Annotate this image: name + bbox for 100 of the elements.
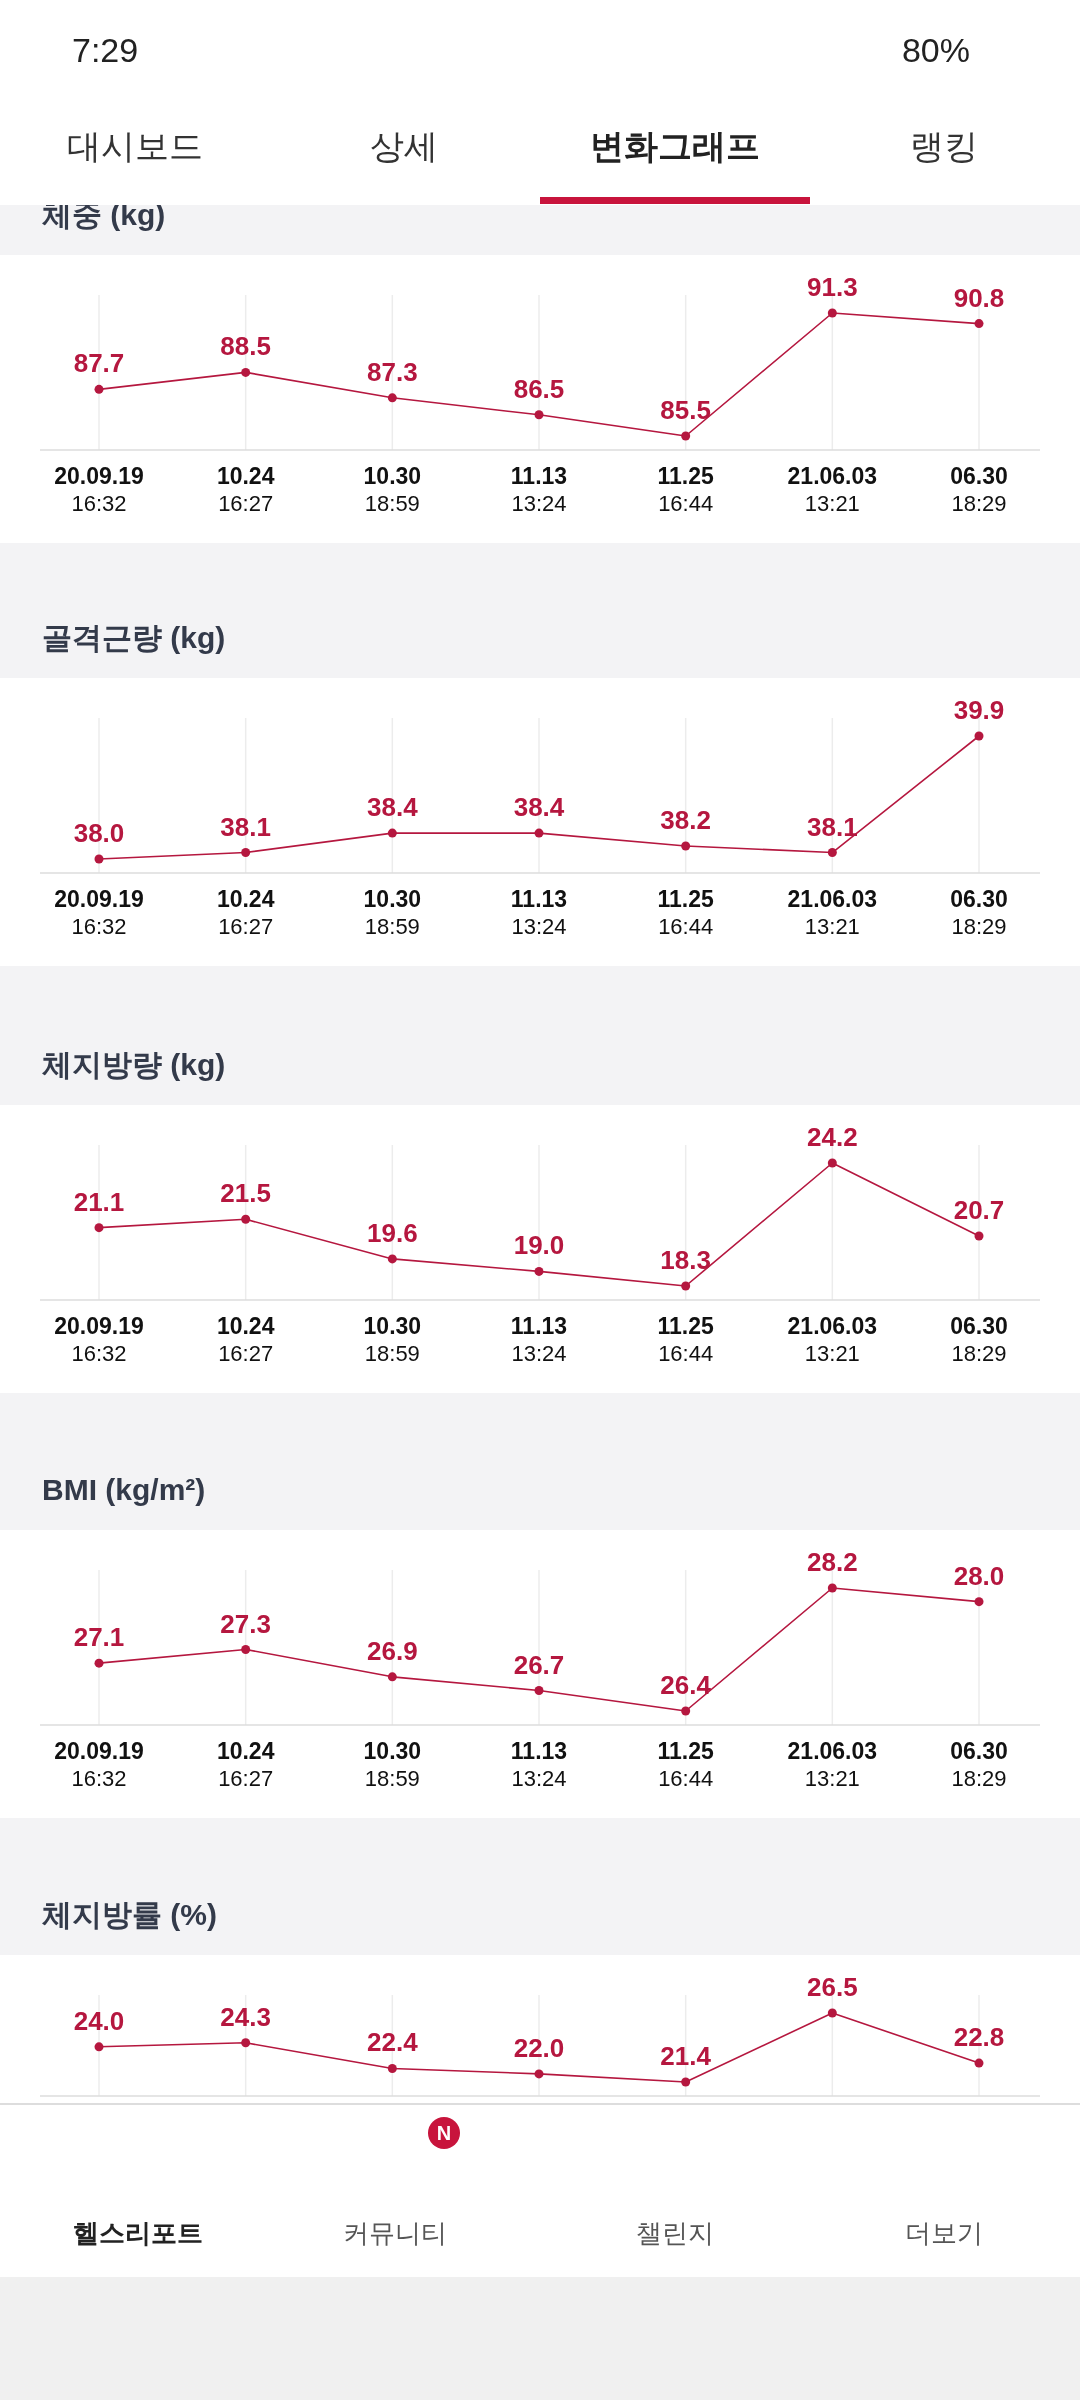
point <box>827 2008 837 2018</box>
point <box>534 1686 544 1695</box>
x-tick-label: 20.09.19 16:32 <box>54 886 144 939</box>
data-label: 22.0 <box>513 2032 565 2063</box>
point <box>94 1223 104 1233</box>
data-label: 24.0 <box>73 2005 125 2036</box>
data-label: 21.1 <box>73 1186 125 1217</box>
point <box>827 308 837 318</box>
x-tick-label: 06.30 18:29 <box>950 1313 1008 1366</box>
chart-title: BMI (kg/m²) <box>42 1473 206 1506</box>
data-label: 26.9 <box>367 1635 418 1666</box>
x-tick-label: 10.24 16:27 <box>216 1738 275 1791</box>
point <box>94 384 104 394</box>
data-label: 19.6 <box>367 1217 418 1248</box>
x-tick-label: 10.24 16:27 <box>216 886 275 939</box>
point <box>241 1645 251 1654</box>
x-tick-label: 10.24 16:27 <box>216 463 275 516</box>
text: 더보기 <box>905 2218 983 2248</box>
point <box>681 2077 691 2087</box>
point <box>974 319 984 329</box>
data-label: 86.5 <box>513 373 565 404</box>
point <box>94 2042 104 2052</box>
point <box>681 841 691 851</box>
point <box>241 848 251 858</box>
point <box>387 393 397 403</box>
data-label: 39.9 <box>953 695 1005 725</box>
x-tick-label: 21.06.03 13:21 <box>787 1738 878 1791</box>
text: 변화그래프 <box>590 127 760 165</box>
x-tick-label: 11.25 16:44 <box>657 463 715 516</box>
data-label: 20.7 <box>953 1194 1005 1225</box>
chart-title: 체지방률 (%) <box>42 1898 217 1931</box>
data-label: 87.7 <box>73 348 125 379</box>
data-label: 26.7 <box>513 1649 565 1680</box>
data-label: 24.3 <box>220 2001 271 2032</box>
x-tick-label: 10.30 18:59 <box>363 463 422 516</box>
data-label: 22.8 <box>953 2022 1005 2053</box>
point <box>681 1706 691 1716</box>
data-label: 38.4 <box>367 792 419 823</box>
x-tick-label: 10.30 18:59 <box>363 886 422 939</box>
point <box>534 2069 544 2079</box>
point <box>94 854 104 864</box>
data-label: 85.5 <box>660 395 711 425</box>
x-tick-label: 11.13 13:24 <box>510 1313 568 1366</box>
x-tick-label: 11.13 13:24 <box>510 886 568 939</box>
point <box>241 1214 251 1224</box>
text: N <box>436 2122 452 2144</box>
x-tick-label: 20.09.19 16:32 <box>54 463 144 516</box>
point <box>387 2063 397 2073</box>
point <box>534 1266 544 1276</box>
data-label: 87.3 <box>367 356 418 387</box>
point <box>534 828 544 838</box>
point <box>534 410 544 420</box>
data-label: 38.4 <box>513 792 565 823</box>
x-tick-label: 11.25 16:44 <box>657 886 715 939</box>
x-tick-label: 10.30 18:59 <box>363 1738 422 1791</box>
x-tick-label: 11.25 16:44 <box>657 1313 715 1366</box>
text: 챌린지 <box>636 2218 714 2248</box>
point <box>387 828 397 838</box>
data-label: 27.3 <box>220 1608 271 1639</box>
x-tick-label: 10.24 16:27 <box>216 1313 275 1366</box>
point <box>94 1658 104 1668</box>
x-tick-label: 11.13 13:24 <box>510 1738 568 1791</box>
data-label: 38.0 <box>73 818 125 848</box>
x-tick-label: 21.06.03 13:21 <box>787 463 878 516</box>
point <box>827 1158 837 1168</box>
point <box>387 1254 397 1264</box>
data-label: 38.2 <box>660 805 711 836</box>
point <box>681 1281 691 1291</box>
x-tick-label: 11.25 16:44 <box>657 1738 715 1791</box>
text: 80% <box>901 31 970 69</box>
x-tick-label: 21.06.03 13:21 <box>787 1313 878 1366</box>
point <box>241 2038 251 2048</box>
x-tick-label: 06.30 18:29 <box>950 463 1008 516</box>
data-label: 26.4 <box>660 1670 712 1700</box>
text: 랭킹 <box>910 127 978 165</box>
point <box>827 1583 837 1593</box>
x-tick-label: 10.30 18:59 <box>363 1313 422 1366</box>
chart-title: 골격근량 (kg) <box>42 621 226 654</box>
point <box>974 731 984 741</box>
data-label: 91.3 <box>807 272 858 302</box>
text: 7:29 <box>72 31 139 69</box>
data-label: 90.8 <box>953 282 1005 313</box>
chart-title: 체지방량 (kg) <box>42 1048 226 1081</box>
point <box>974 1597 984 1607</box>
x-tick-label: 20.09.19 16:32 <box>54 1738 144 1791</box>
point <box>974 1231 984 1241</box>
data-label: 19.0 <box>513 1230 565 1261</box>
point <box>827 848 837 858</box>
point <box>681 431 691 441</box>
data-label: 22.4 <box>367 2027 419 2058</box>
text: 헬스리포트 <box>73 2218 203 2248</box>
data-label: 26.5 <box>807 1972 858 2002</box>
point <box>241 367 251 377</box>
data-label: 18.3 <box>660 1245 711 1275</box>
data-label: 28.0 <box>953 1560 1005 1591</box>
x-tick-label: 20.09.19 16:32 <box>54 1313 144 1366</box>
data-label: 88.5 <box>220 331 271 362</box>
data-label: 21.4 <box>660 2041 712 2071</box>
point <box>974 2058 984 2068</box>
data-label: 38.1 <box>807 811 858 842</box>
